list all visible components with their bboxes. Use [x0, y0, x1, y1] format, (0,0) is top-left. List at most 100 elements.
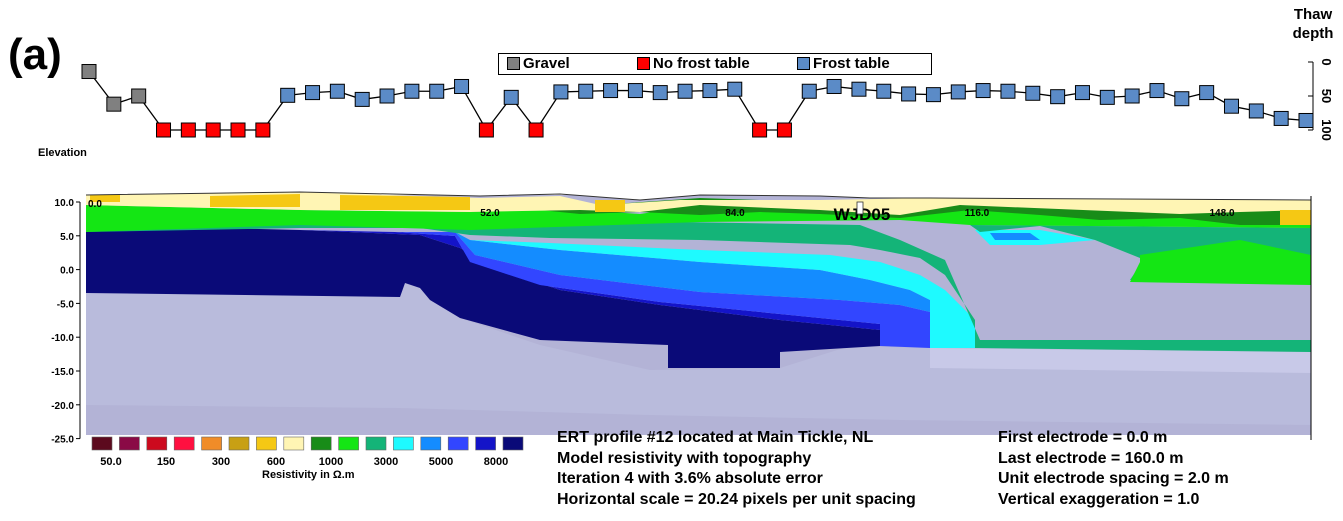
info-right-line: First electrode = 0.0 m: [998, 429, 1168, 446]
frost-table-marker: [627, 83, 643, 99]
frost-table-marker: [876, 83, 892, 99]
frost-table-marker: [1149, 83, 1165, 99]
resistivity-region: [86, 200, 1311, 285]
thaw-profile-line: [88, 71, 1307, 132]
legend-label-no-frost-table: No frost table: [653, 55, 750, 72]
resistivity-region: [86, 225, 880, 368]
frost-table-marker: [578, 83, 594, 99]
frost-table-marker: [429, 83, 445, 99]
no-frost-table-swatch: [637, 57, 650, 70]
info-left-line: Horizontal scale = 20.24 pixels per unit…: [557, 490, 916, 508]
frost-table-marker: [404, 83, 420, 99]
no-frost-table-marker: [478, 122, 494, 138]
resistivity-region: [990, 233, 1040, 240]
resistivity-region: [90, 195, 120, 202]
thaw-axis-tick-label: 50: [1319, 89, 1334, 103]
legend-label-frost-table: Frost table: [813, 55, 890, 72]
frost-table-swatch: [797, 57, 810, 70]
info-right-line: Unit electrode spacing = 2.0 m: [998, 470, 1229, 487]
colorscale-tick-label: 1000: [319, 456, 343, 468]
frost-table-marker: [1199, 85, 1215, 101]
frost-table-marker: [702, 83, 718, 99]
frost-table-marker: [950, 84, 966, 100]
info-right-line: Vertical exaggeration = 1.0: [998, 490, 1200, 508]
thaw-axis-tick-label: 100: [1319, 119, 1334, 141]
colorscale-swatch: [310, 436, 332, 451]
colorscale-tick-label: 8000: [484, 456, 508, 468]
frost-table-marker: [1174, 91, 1190, 107]
frost-table-marker: [1099, 89, 1115, 105]
resistivity-region: [210, 194, 300, 207]
colorscale-tick-label: 5000: [429, 456, 453, 468]
colorscale-tick-label: 50.0: [100, 456, 121, 468]
colorscale-swatch: [119, 436, 140, 451]
info-left-line: Iteration 4 with 3.6% absolute error: [557, 470, 823, 487]
distance-tick-label: 0.0: [88, 199, 102, 210]
colorscale-swatch: [91, 436, 113, 451]
colorscale-swatch: [393, 436, 414, 451]
colorscale-swatch: [447, 436, 469, 451]
frost-table-marker: [1025, 85, 1041, 101]
frost-table-marker: [1000, 83, 1016, 99]
legend-item-no-frost-table: No frost table: [637, 55, 750, 72]
station-marker: [856, 201, 864, 215]
elevation-tick-label: -5.0: [57, 299, 75, 310]
panel-label: (a): [8, 30, 62, 79]
frost-table-marker: [1223, 98, 1239, 114]
legend-item-frost-table: Frost table: [797, 55, 890, 72]
resistivity-region: [595, 200, 625, 212]
frost-table-marker: [1273, 110, 1289, 126]
resistivity-region: [1280, 210, 1311, 225]
frost-table-marker: [603, 83, 619, 99]
resistivity-region: [300, 230, 880, 330]
resistivity-scale-title: Resistivity in Ω.m: [262, 469, 355, 481]
frost-table-marker: [503, 89, 519, 105]
frost-table-marker: [305, 85, 321, 101]
frost-table-marker: [1124, 88, 1140, 104]
resistivity-region: [470, 240, 975, 348]
info-right-line: Last electrode = 160.0 m: [998, 449, 1184, 467]
no-frost-table-marker: [230, 122, 246, 138]
colorscale-tick-label: 600: [267, 456, 285, 468]
distance-tick-label: 84.0: [725, 208, 745, 219]
frost-table-marker: [1074, 85, 1090, 101]
legend-item-gravel: Gravel: [507, 55, 570, 72]
elevation-tick-label: -10.0: [51, 333, 74, 344]
no-frost-table-marker: [255, 122, 271, 138]
thaw-title-line2: depth: [1292, 25, 1334, 42]
elevation-tick-label: -25.0: [51, 435, 74, 446]
no-frost-table-marker: [180, 122, 196, 138]
elevation-tick-label: 10.0: [55, 198, 75, 209]
info-right: First electrode = 0.0 m Last electrode =…: [998, 428, 1229, 510]
frost-table-marker: [826, 78, 842, 94]
no-frost-table-marker: [528, 122, 544, 138]
colorscale-swatch: [365, 436, 387, 451]
colorscale-swatch: [283, 436, 305, 451]
frost-table-marker: [677, 83, 693, 99]
colorscale-swatch: [502, 436, 524, 451]
gravel-marker: [106, 96, 122, 112]
frost-table-marker: [925, 87, 941, 103]
frost-table-marker: [553, 84, 569, 100]
colorscale-swatch: [475, 436, 496, 451]
colorscale-tick-label: 150: [157, 456, 175, 468]
frost-table-marker: [652, 85, 668, 101]
info-left-line: Model resistivity with topography: [557, 449, 812, 467]
frost-table-marker: [280, 87, 296, 103]
distance-tick-label: 52.0: [480, 208, 500, 219]
thaw-legend: Gravel No frost table Frost table: [498, 53, 932, 75]
frost-table-marker: [901, 86, 917, 102]
elevation-tick-label: 5.0: [60, 232, 74, 243]
no-frost-table-marker: [156, 122, 172, 138]
legend-label-gravel: Gravel: [523, 55, 570, 72]
frost-table-marker: [1298, 112, 1314, 128]
station-label: WJD05: [834, 205, 891, 224]
resistivity-region: [455, 232, 930, 312]
frost-table-marker: [329, 83, 345, 99]
resistivity-region: [930, 348, 1311, 373]
elevation-axis-label: Elevation: [38, 147, 87, 159]
frost-table-marker: [801, 83, 817, 99]
resistivity-region: [340, 195, 470, 210]
colorscale-swatch: [256, 436, 277, 451]
